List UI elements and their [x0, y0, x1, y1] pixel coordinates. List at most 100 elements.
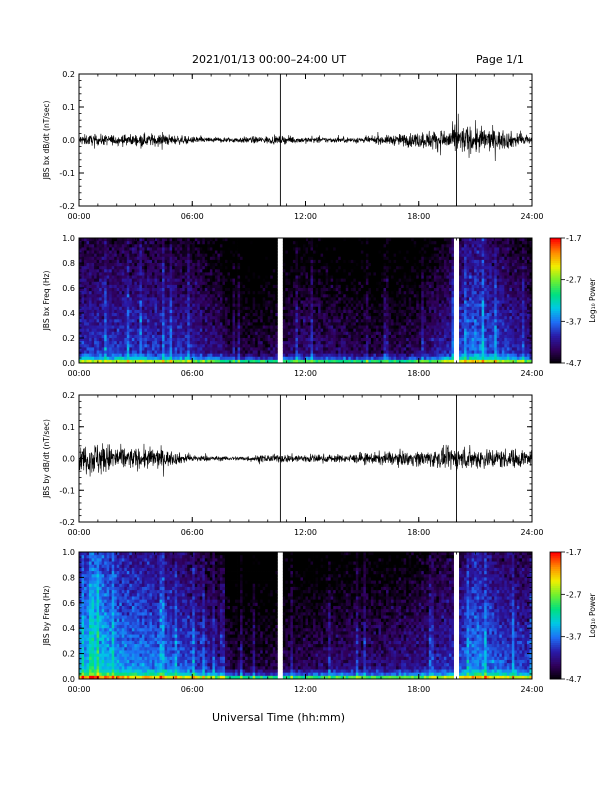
- spectrogram-cell: [320, 266, 324, 270]
- spectrogram-cell: [86, 256, 90, 261]
- spectrogram-cell: [257, 247, 261, 251]
- spectrogram-cell: [129, 322, 133, 326]
- spectrogram-cell: [139, 263, 143, 267]
- spectrogram-cell: [89, 281, 92, 286]
- spectrogram-cell: [209, 241, 213, 245]
- spectrogram-cell: [282, 347, 286, 351]
- spectrogram-cell: [124, 353, 128, 358]
- spectrogram-cell: [111, 253, 115, 258]
- spectrogram-cell: [172, 259, 176, 264]
- spectrogram-cell: [297, 300, 301, 305]
- spectrogram-cell: [345, 347, 349, 351]
- spectrogram-cell: [119, 325, 123, 330]
- spectrogram-cell: [272, 281, 276, 286]
- spectrogram-cell: [287, 356, 291, 361]
- spectrogram-cell: [202, 275, 206, 280]
- spectrogram-cell: [277, 244, 281, 248]
- spectrogram-cell: [182, 294, 186, 298]
- spectrogram-cell: [375, 347, 379, 351]
- spectrogram-cell: [157, 319, 160, 323]
- spectrogram-cell: [280, 303, 284, 308]
- spectrogram-cell: [217, 294, 221, 298]
- spectrogram-cell: [169, 350, 173, 355]
- spectrogram-cell: [167, 294, 170, 298]
- spectrogram-cell: [247, 269, 251, 273]
- spectrogram-cell: [308, 241, 311, 245]
- spectrogram-cell: [224, 294, 228, 298]
- spectrogram-cell: [116, 284, 120, 289]
- spectrogram-cell: [119, 278, 123, 283]
- spectrogram-cell: [240, 300, 243, 305]
- spectrogram-cell: [101, 247, 105, 251]
- spectrogram-cell: [224, 328, 228, 333]
- spectrogram-cell: [177, 263, 181, 267]
- spectrogram-cell: [265, 334, 269, 339]
- spectrogram-cell: [207, 300, 211, 305]
- spectrogram-cell: [353, 331, 357, 336]
- spectrogram-cell: [157, 263, 160, 267]
- spectrogram-cell: [237, 359, 241, 364]
- spectrogram-cell: [325, 281, 329, 286]
- spectrogram-cell: [131, 247, 135, 251]
- spectrogram-cell: [149, 253, 153, 258]
- spectrogram-cell: [287, 334, 291, 339]
- spectrogram-cell: [222, 328, 226, 333]
- spectrogram-cell: [222, 278, 226, 283]
- spectrogram-cell: [227, 297, 231, 301]
- spectrogram-cell: [292, 303, 296, 308]
- spectrogram-cell: [373, 313, 377, 317]
- spectrogram-cell: [169, 259, 173, 264]
- spectrogram-cell: [282, 241, 286, 245]
- spectrogram-cell: [358, 353, 362, 358]
- spectrogram-cell: [355, 347, 359, 351]
- spectrogram-cell: [184, 244, 188, 248]
- spectrogram-cell: [252, 263, 256, 267]
- spectrogram-cell: [217, 300, 221, 305]
- spectrogram-cell: [116, 250, 120, 255]
- spectrogram-cell: [131, 316, 135, 320]
- spectrogram-cell: [375, 359, 379, 364]
- spectrogram-cell: [99, 300, 103, 305]
- spectrogram-cell: [315, 288, 319, 292]
- spectrogram-cell: [260, 263, 264, 267]
- spectrogram-cell: [235, 278, 238, 283]
- spectrogram-cell: [79, 272, 82, 276]
- spectrogram-cell: [267, 244, 271, 248]
- spectrogram-cell: [214, 294, 218, 298]
- spectrogram-cell: [172, 272, 176, 276]
- spectrogram-cell: [338, 350, 342, 355]
- spectrogram-cell: [187, 297, 191, 301]
- spectrogram-cell: [350, 359, 354, 364]
- spectrogram-cell: [340, 306, 344, 311]
- spectrogram-cell: [277, 281, 281, 286]
- spectrogram-cell: [227, 359, 231, 364]
- spectrogram-cell: [224, 359, 228, 364]
- spectrogram-cell: [343, 338, 347, 342]
- spectrogram-cell: [111, 325, 115, 330]
- spectrogram-cell: [101, 278, 105, 283]
- spectrogram-cell: [308, 359, 311, 364]
- spectrogram-cell: [157, 241, 160, 245]
- spectrogram-cell: [199, 275, 203, 280]
- spectrogram-cell: [252, 250, 256, 255]
- spectrogram-cell: [358, 344, 362, 348]
- spectrogram-cell: [179, 284, 183, 289]
- spectrogram-cell: [353, 322, 357, 326]
- spectrogram-cell: [136, 328, 140, 333]
- spectrogram-cell: [333, 313, 337, 317]
- spectrogram-cell: [318, 238, 321, 242]
- spectrogram-cell: [91, 328, 95, 333]
- spectrogram-cell: [214, 338, 218, 342]
- spectrogram-cell: [370, 300, 374, 305]
- spectrogram-cell: [345, 316, 349, 320]
- spectrogram-cell: [290, 266, 294, 270]
- spectrogram-cell: [240, 322, 243, 326]
- spectrogram-cell: [368, 291, 372, 295]
- spectrogram-cell: [353, 256, 357, 261]
- spectrogram-cell: [235, 350, 238, 355]
- spectrogram-cell: [270, 331, 274, 336]
- spectrogram-cell: [164, 269, 168, 273]
- spectrogram-cell: [129, 288, 133, 292]
- spectrogram-cell: [89, 259, 92, 264]
- spectrogram-cell: [358, 253, 362, 258]
